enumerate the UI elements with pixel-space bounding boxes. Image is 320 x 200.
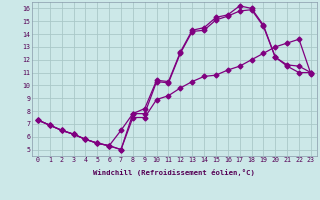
X-axis label: Windchill (Refroidissement éolien,°C): Windchill (Refroidissement éolien,°C) xyxy=(93,169,255,176)
